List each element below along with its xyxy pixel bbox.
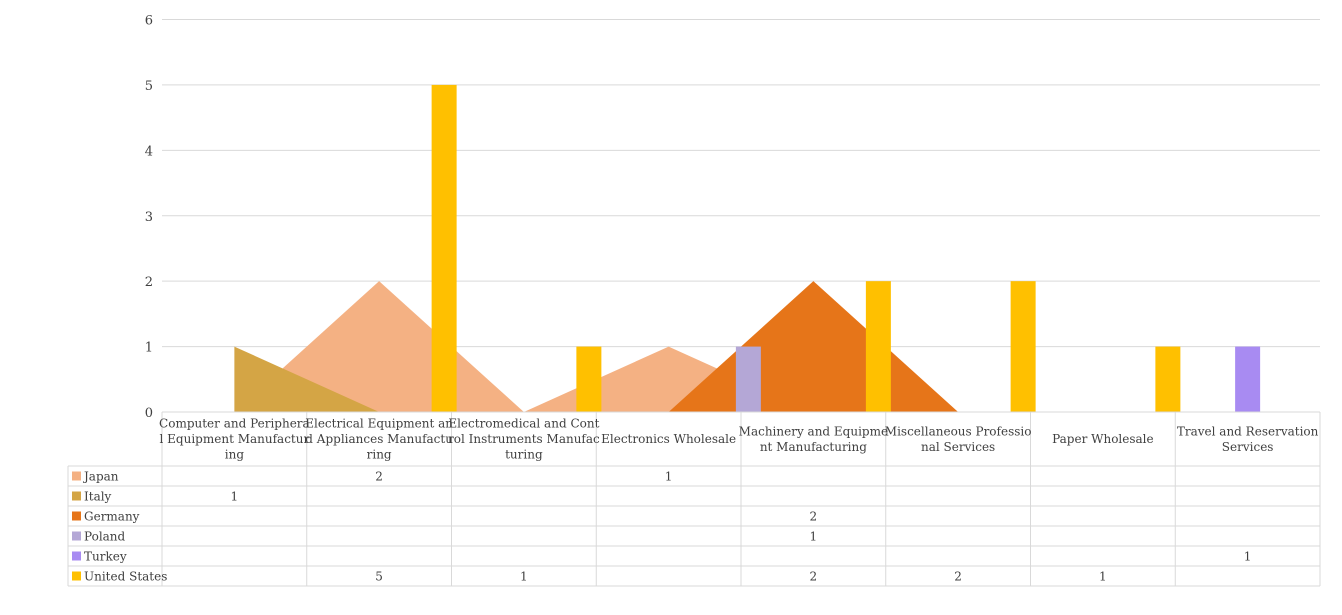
legend-key bbox=[72, 531, 81, 541]
data-table-value: 1 bbox=[810, 530, 818, 544]
category-label: Miscellaneous Professio bbox=[885, 424, 1032, 438]
legend-key bbox=[72, 551, 81, 561]
legend-key bbox=[72, 511, 81, 521]
y-tick-label: 4 bbox=[145, 144, 153, 159]
legend-label: Poland bbox=[84, 530, 126, 544]
y-tick-label: 5 bbox=[145, 79, 153, 94]
category-label: ring bbox=[367, 448, 392, 462]
category-label: Computer and Periphera bbox=[159, 417, 310, 431]
data-table-value: 1 bbox=[1244, 550, 1252, 564]
category-label: nt Manufacturing bbox=[760, 440, 867, 454]
category-label: Services bbox=[1222, 440, 1274, 454]
category-label: Electronics Wholesale bbox=[601, 432, 736, 446]
legend-label: Turkey bbox=[84, 550, 127, 564]
legend-key bbox=[72, 471, 81, 481]
data-table-value: 2 bbox=[810, 510, 818, 524]
category-label: Travel and Reservation bbox=[1177, 424, 1319, 438]
category-label: l Equipment Manufactur bbox=[160, 432, 310, 446]
legend-key bbox=[72, 571, 81, 581]
legend-label: Japan bbox=[82, 470, 119, 484]
legend-label: Germany bbox=[84, 510, 140, 524]
data-table-value: 1 bbox=[665, 470, 673, 484]
y-tick-label: 2 bbox=[145, 275, 153, 290]
y-tick-label: 6 bbox=[145, 14, 153, 29]
category-label: nal Services bbox=[921, 440, 995, 454]
bar-turkey bbox=[1235, 346, 1261, 412]
data-table-value: 2 bbox=[375, 470, 383, 484]
category-label: d Appliances Manufactu bbox=[305, 432, 453, 446]
legend-label: Italy bbox=[84, 490, 112, 504]
data-table-value: 1 bbox=[231, 490, 239, 504]
bar-united-states bbox=[1155, 346, 1181, 412]
legend-label: United States bbox=[84, 570, 167, 584]
category-label: ing bbox=[225, 448, 245, 462]
category-label: Paper Wholesale bbox=[1052, 432, 1154, 446]
data-table-value: 2 bbox=[954, 570, 962, 584]
area-italy bbox=[234, 346, 380, 412]
bar-united-states bbox=[865, 281, 891, 412]
category-label: Electrical Equipment an bbox=[305, 417, 453, 431]
data-table-value: 1 bbox=[1099, 570, 1107, 584]
category-label: rol Instruments Manufac bbox=[448, 432, 600, 446]
y-tick-label: 0 bbox=[145, 406, 153, 421]
data-table-value: 1 bbox=[520, 570, 528, 584]
data-table-value: 2 bbox=[810, 570, 818, 584]
category-label: Electromedical and Cont bbox=[448, 417, 599, 431]
category-label: Machinery and Equipme bbox=[739, 424, 888, 438]
y-tick-label: 3 bbox=[145, 210, 153, 225]
bar-poland bbox=[735, 346, 761, 412]
data-table-value: 5 bbox=[375, 570, 383, 584]
bar-united-states bbox=[1010, 281, 1036, 412]
legend-key bbox=[72, 491, 81, 501]
bar-united-states bbox=[431, 84, 457, 413]
y-tick-label: 1 bbox=[145, 341, 153, 356]
bar-united-states bbox=[576, 346, 602, 412]
category-label: turing bbox=[505, 448, 543, 462]
